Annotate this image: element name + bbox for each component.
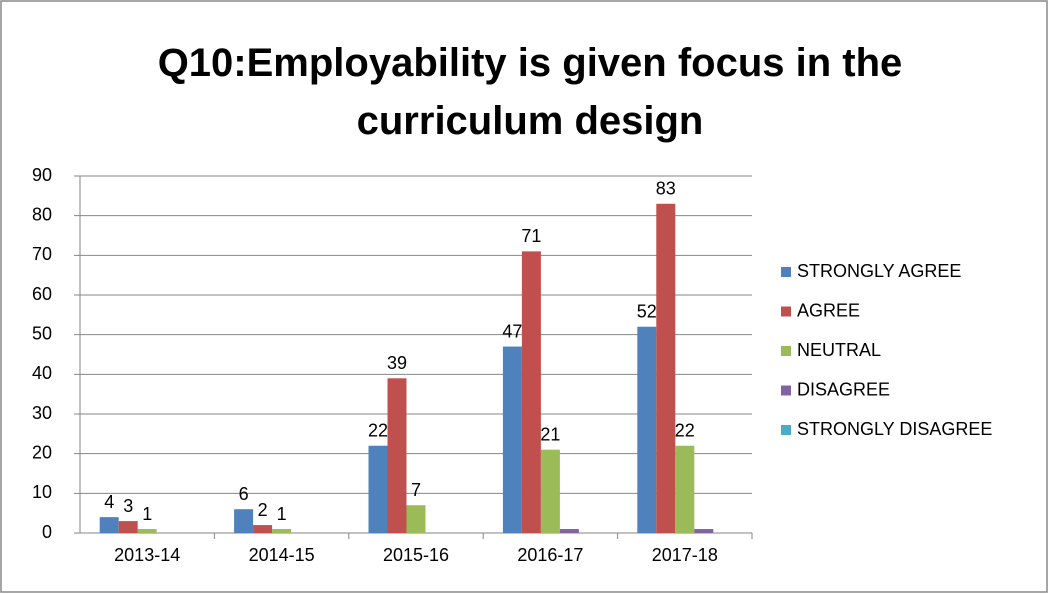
legend-swatch [781,425,791,435]
bar [234,509,254,533]
legend-label: DISAGREE [797,379,890,399]
data-label: 39 [387,353,407,373]
y-tick-label: 70 [32,244,52,264]
legend-swatch [781,267,791,277]
y-tick-label: 10 [32,482,52,502]
bar [521,251,541,533]
data-label: 71 [521,226,541,246]
bar [637,326,657,533]
x-tick-label: 2015-16 [383,545,449,565]
bar [387,378,407,533]
y-tick-label: 80 [32,204,52,224]
bar [656,203,676,533]
bar [540,449,560,533]
legend-label: STRONGLY AGREE [797,261,961,281]
bar [137,529,157,533]
bar [406,505,426,533]
data-label: 2 [258,500,268,520]
data-label: 21 [540,424,560,444]
legend-swatch [781,346,791,356]
bar [272,529,292,533]
y-tick-label: 90 [32,165,52,185]
y-tick-label: 20 [32,442,52,462]
legend-label: NEUTRAL [797,340,881,360]
y-tick-label: 40 [32,363,52,383]
legend-label: AGREE [797,300,860,320]
bar [502,346,522,533]
bar [368,445,388,533]
x-tick-label: 2014-15 [249,545,315,565]
legend-swatch [781,306,791,317]
data-label: 6 [239,484,249,504]
data-label: 3 [123,496,133,516]
legend-swatch [781,385,791,396]
y-tick-label: 60 [32,284,52,304]
bar [118,521,138,533]
legend-label: STRONGLY DISAGREE [797,419,992,439]
y-tick-label: 0 [42,522,52,542]
bar [675,445,695,533]
data-label: 47 [502,321,522,341]
x-tick-label: 2016-17 [517,545,583,565]
bar [694,529,714,533]
data-label: 7 [411,480,421,500]
bar [253,525,273,533]
y-tick-label: 30 [32,403,52,423]
data-label: 83 [656,179,676,199]
y-tick-label: 50 [32,323,52,343]
x-tick-label: 2013-14 [114,545,180,565]
data-label: 22 [368,420,388,440]
data-label: 4 [104,492,114,512]
data-label: 52 [637,301,657,321]
data-label: 1 [142,504,152,524]
bar [559,529,579,533]
chart-title: Q10:Employability is given focus in the … [157,41,903,143]
x-tick-label: 2017-18 [652,545,718,565]
data-label: 22 [675,420,695,440]
bar [99,517,119,533]
data-label: 1 [277,504,287,524]
